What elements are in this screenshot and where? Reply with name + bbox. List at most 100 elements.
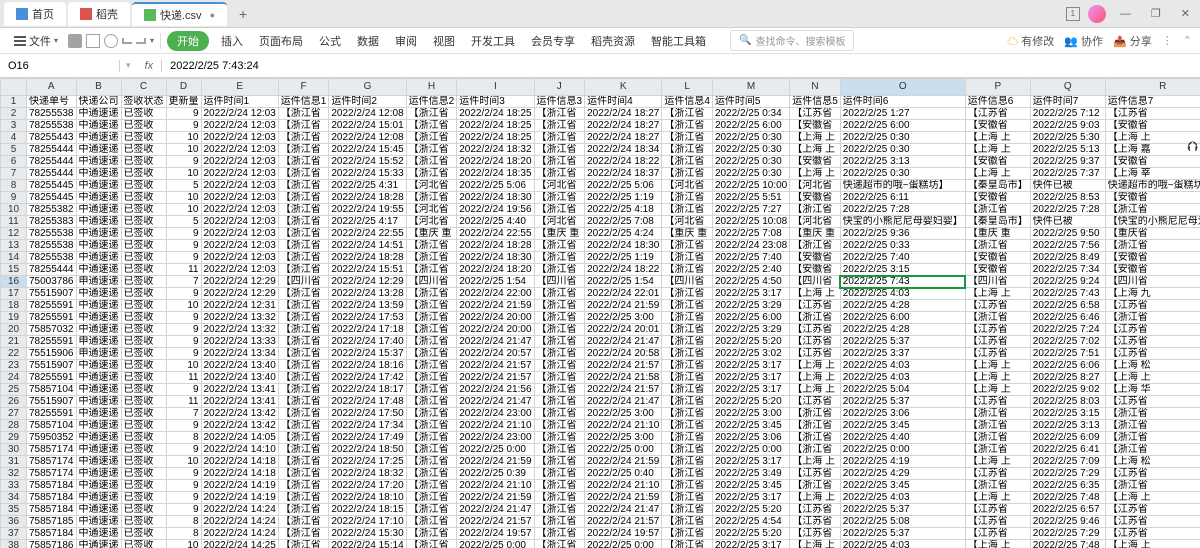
cell[interactable]: 【浙江省 [278, 180, 329, 192]
collab-button[interactable]: 👥 协作 [1064, 33, 1103, 49]
cell[interactable]: 2022/2/24 19:55 [329, 204, 406, 216]
cell[interactable]: 2022/2/24 18:27 [585, 120, 662, 132]
cell[interactable]: 9 [166, 480, 201, 492]
cell[interactable]: 【浙江省 [662, 360, 713, 372]
cell[interactable]: 2022/2/25 7:34 [1030, 264, 1105, 276]
cell[interactable]: 【浙江省 [534, 384, 585, 396]
cell[interactable]: 2022/2/24 15:37 [329, 348, 406, 360]
cell[interactable]: 2022/2/24 21:47 [585, 504, 662, 516]
cell[interactable]: 中通速递 [76, 228, 121, 240]
col-head-F[interactable]: F [278, 79, 329, 96]
cell[interactable]: 2022/2/24 13:28 [329, 288, 406, 300]
cell[interactable]: 【浙江省 [662, 132, 713, 144]
cell[interactable]: 2022/2/24 17:40 [329, 336, 406, 348]
cell[interactable]: 【浙江省 [965, 408, 1030, 420]
cell[interactable]: 【浙江省 [662, 420, 713, 432]
cell[interactable]: 2022/2/25 1:19 [585, 252, 662, 264]
cell[interactable]: 已签收 [121, 504, 166, 516]
cell[interactable]: 【河北省 [406, 180, 457, 192]
cell[interactable]: 2022/2/24 18:35 [457, 168, 534, 180]
share-button[interactable]: 📤 分享 [1113, 33, 1152, 49]
cell[interactable]: 2022/2/24 18:25 [457, 120, 534, 132]
cell[interactable]: 【浙江省 [965, 420, 1030, 432]
row-head-37[interactable]: 37 [1, 528, 27, 540]
cell[interactable]: 2022/2/24 12:03 [201, 252, 278, 264]
cell[interactable]: 已签收 [121, 444, 166, 456]
cell[interactable]: 【上海 上 [790, 372, 841, 384]
cell[interactable]: 【浙江省 [406, 528, 457, 540]
menu-3[interactable]: 数据 [349, 31, 387, 51]
cell[interactable]: 中通速递 [76, 468, 121, 480]
cell[interactable]: 【江苏省 [965, 324, 1030, 336]
cell[interactable]: 已签收 [121, 516, 166, 528]
cell[interactable]: 【河北省 [534, 180, 585, 192]
cell[interactable]: 【重庆 重 [662, 228, 713, 240]
cell[interactable]: 已签收 [121, 156, 166, 168]
cell[interactable]: 7 [166, 276, 201, 288]
cell[interactable]: 已签收 [121, 384, 166, 396]
cell[interactable]: 9 [166, 504, 201, 516]
save-icon[interactable] [68, 34, 82, 48]
row-head-3[interactable]: 3 [1, 120, 27, 132]
cell[interactable]: 9 [166, 120, 201, 132]
cell[interactable]: 【浙江省 [534, 240, 585, 252]
cell[interactable]: 已签收 [121, 324, 166, 336]
cell[interactable]: 中通速递 [76, 300, 121, 312]
cell[interactable]: 已签收 [121, 276, 166, 288]
cell[interactable]: 10 [166, 144, 201, 156]
cell[interactable]: 2022/2/25 5:13 [1030, 144, 1105, 156]
cell[interactable]: 2022/2/24 21:10 [457, 420, 534, 432]
cell[interactable]: 2022/2/24 21:57 [585, 516, 662, 528]
cell[interactable]: 【上海 上 [965, 372, 1030, 384]
cell[interactable]: 【浙江省 [662, 504, 713, 516]
cell[interactable]: 2022/2/24 13:41 [201, 384, 278, 396]
cell[interactable]: 75857186 [27, 540, 77, 548]
cell[interactable]: 已签收 [121, 228, 166, 240]
cell[interactable]: 【浙江省 [534, 144, 585, 156]
cell[interactable]: 中通速递 [76, 372, 121, 384]
cell[interactable]: 2022/2/24 14:24 [201, 528, 278, 540]
menu-start[interactable]: 开始 [167, 31, 209, 51]
cell[interactable]: 【浙江省 [534, 360, 585, 372]
cell[interactable]: 2022/2/25 9:50 [1030, 228, 1105, 240]
cell[interactable]: 【浙江省 [278, 288, 329, 300]
cell[interactable]: 【浙江省 [662, 456, 713, 468]
cell[interactable]: 2022/2/25 6:00 [712, 312, 789, 324]
cell[interactable]: 2022/2/24 15:52 [329, 156, 406, 168]
row-head-14[interactable]: 14 [1, 252, 27, 264]
cell[interactable]: 2022/2/24 14:18 [201, 468, 278, 480]
row-head-31[interactable]: 31 [1, 456, 27, 468]
cell[interactable]: 2022/2/24 14:19 [201, 480, 278, 492]
cell[interactable]: 【江苏省 [1105, 336, 1200, 348]
cell[interactable]: 2022/2/24 12:03 [201, 144, 278, 156]
cell[interactable]: 【浙江省 [1105, 240, 1200, 252]
cell[interactable]: 已签收 [121, 132, 166, 144]
cell[interactable]: 【上海 上 [790, 540, 841, 548]
cell[interactable]: 中通速递 [76, 288, 121, 300]
cell[interactable]: 中通速递 [76, 420, 121, 432]
cell[interactable]: 2022/2/24 13:40 [201, 360, 278, 372]
cell[interactable]: 2022/2/25 5:20 [712, 336, 789, 348]
tab-add-button[interactable]: + [229, 2, 257, 26]
cell[interactable]: 2022/2/25 5:37 [840, 336, 965, 348]
cell[interactable]: 【浙江省 [662, 120, 713, 132]
cell[interactable]: 2022/2/25 3:13 [1030, 420, 1105, 432]
cell[interactable]: 9 [166, 384, 201, 396]
cell[interactable]: 78255444 [27, 264, 77, 276]
cell[interactable]: 【上海 上 [790, 144, 841, 156]
cell[interactable]: 【浙江省 [406, 432, 457, 444]
cell[interactable]: 【浙江省 [278, 456, 329, 468]
cell[interactable]: 75857184 [27, 504, 77, 516]
cell[interactable]: 【浙江省 [278, 120, 329, 132]
cell[interactable]: 中通速递 [76, 168, 121, 180]
cell[interactable]: 【浙江省 [406, 348, 457, 360]
cell[interactable]: 10 [166, 204, 201, 216]
cell[interactable]: 【浙江省 [534, 264, 585, 276]
tab-active[interactable]: 快递.csv ● [132, 2, 227, 26]
cell[interactable]: 【浙江省 [278, 492, 329, 504]
cell[interactable]: 中通速递 [76, 120, 121, 132]
cell[interactable]: 2022/2/24 12:03 [201, 120, 278, 132]
cell[interactable]: 【江苏省 [965, 336, 1030, 348]
cell-reference[interactable]: O16 [0, 60, 120, 72]
col-head-M[interactable]: M [712, 79, 789, 96]
